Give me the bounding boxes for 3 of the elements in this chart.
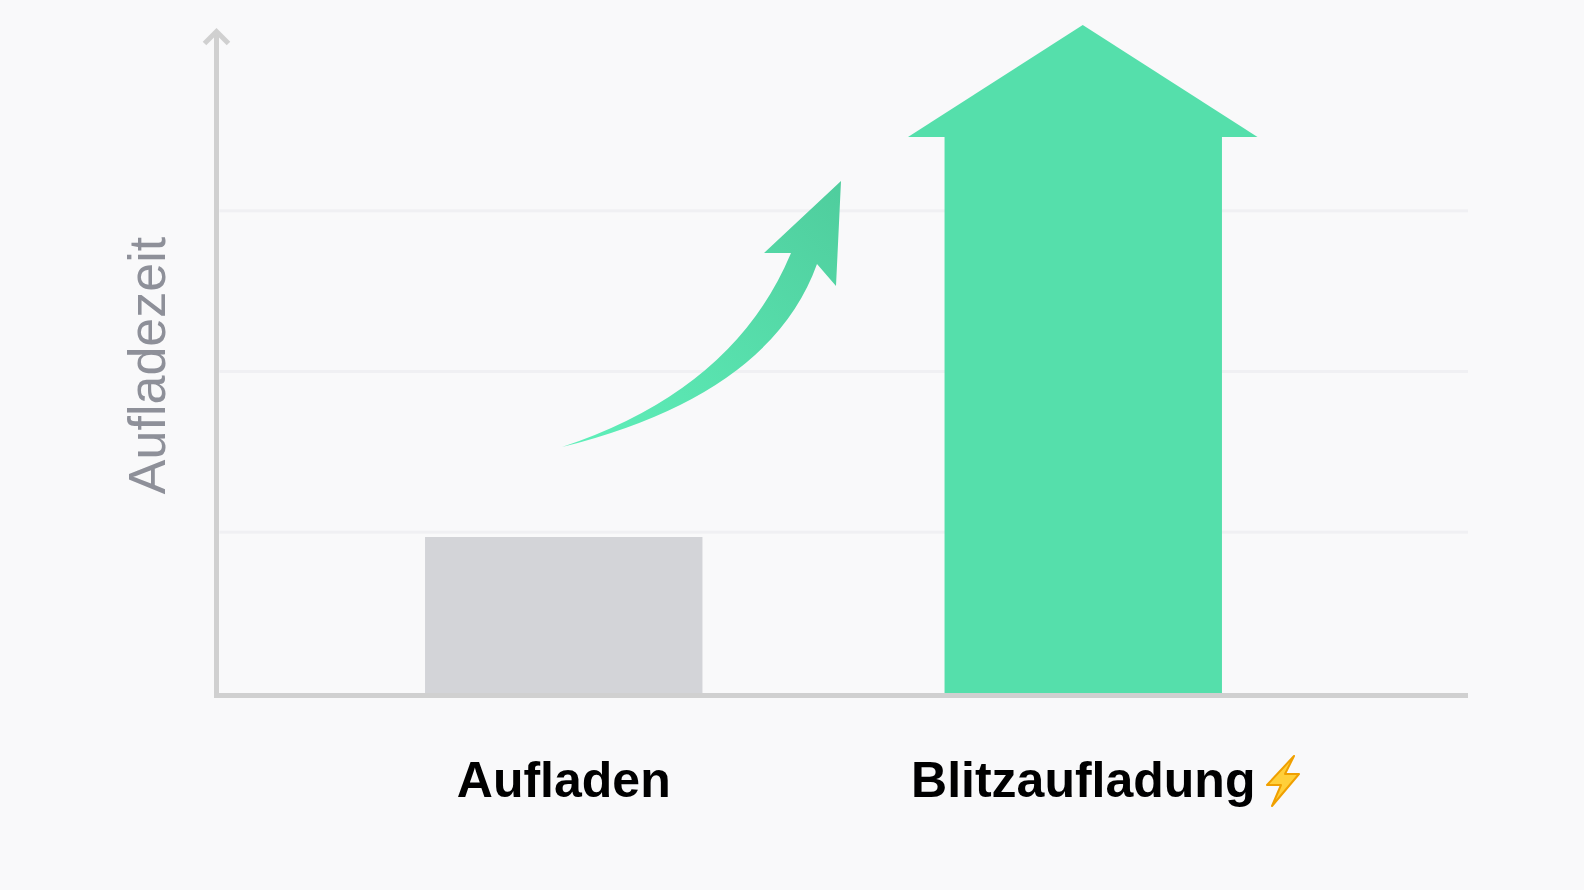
x-tick-label: Blitzaufladung	[911, 751, 1256, 808]
y-axis-title: Aufladezeit	[117, 236, 176, 495]
x-tick-label: Aufladen	[456, 751, 671, 808]
